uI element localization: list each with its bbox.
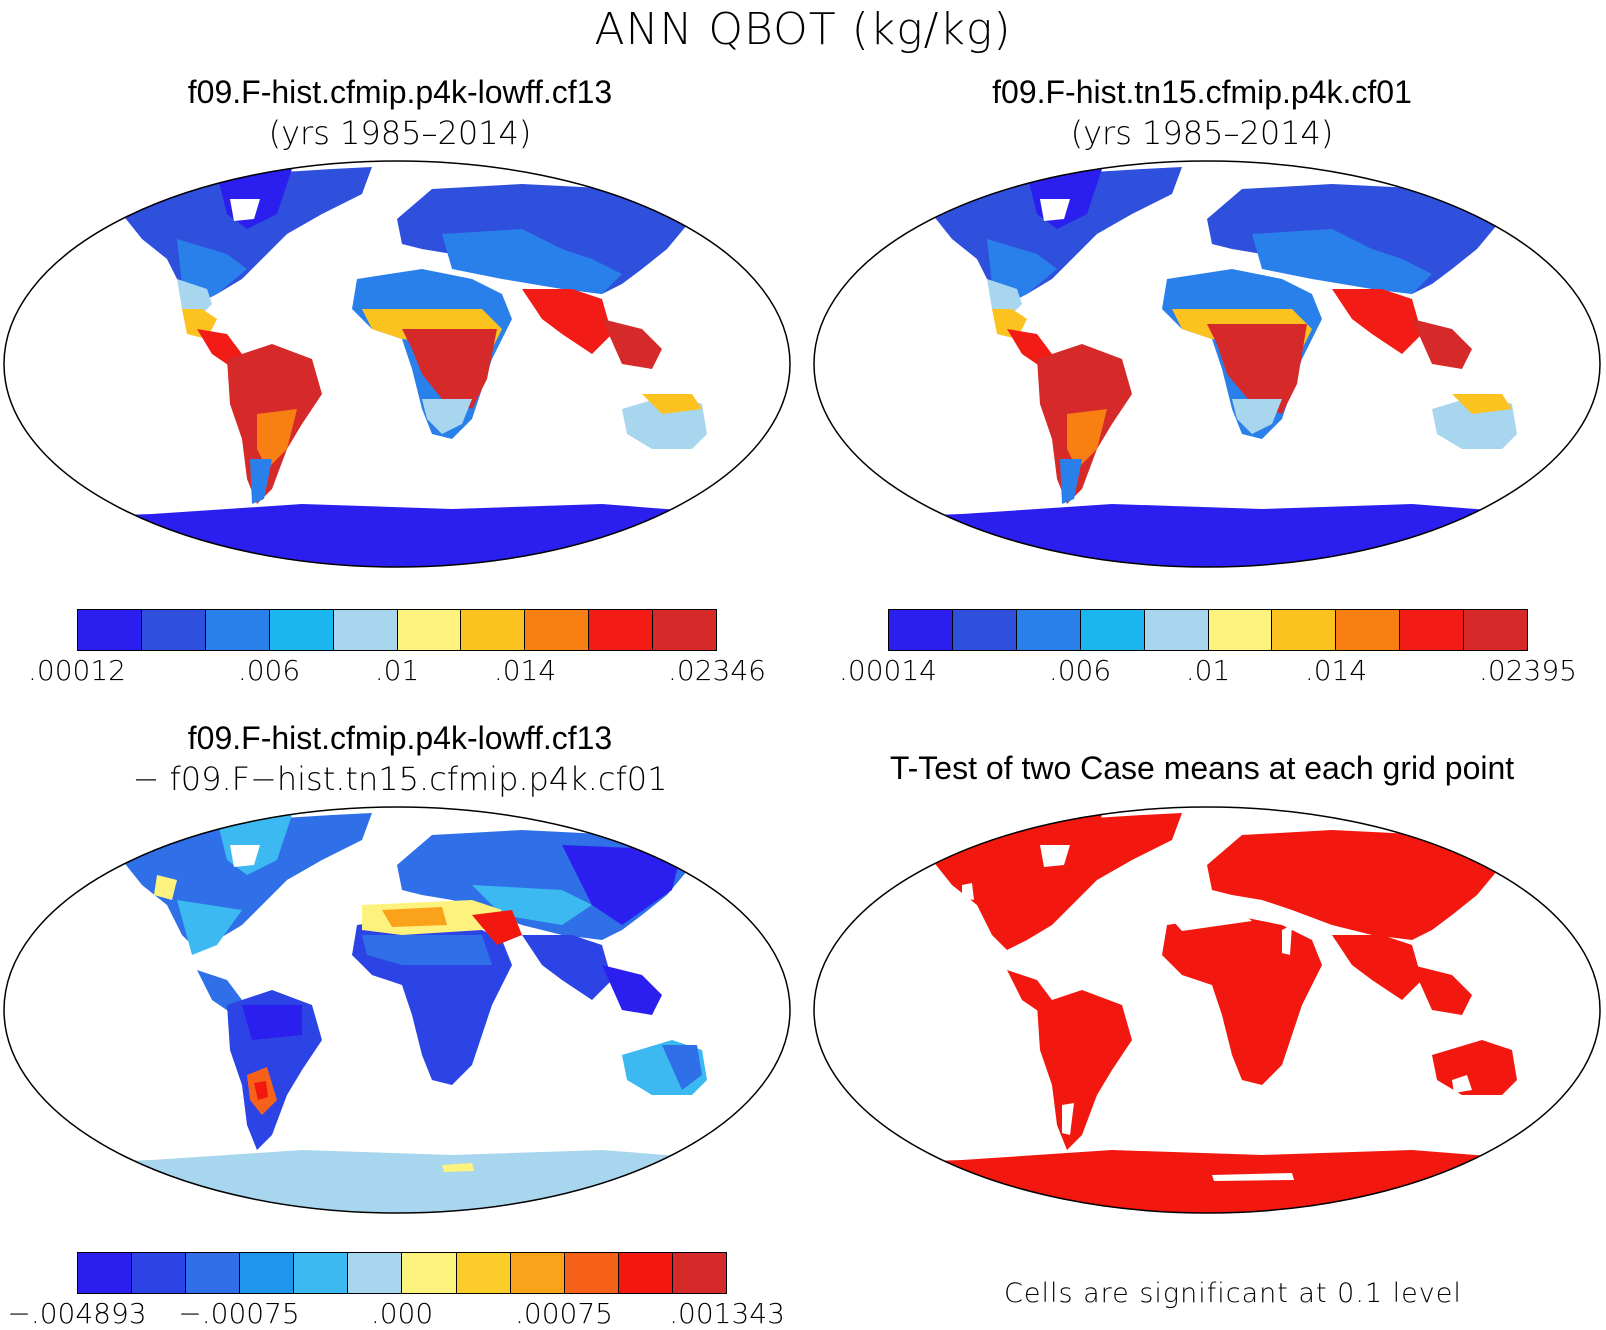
colorbar-1-tick: .00012 <box>28 654 126 687</box>
colorbar-2-tick: .006 <box>1048 654 1112 687</box>
panel-1-subtitle: (yrs 1985–2014) <box>268 114 532 152</box>
colorbar-1-tick: .006 <box>237 654 301 687</box>
colorbar-1-tick: .01 <box>374 654 420 687</box>
colorbar-2-tick: .014 <box>1304 654 1368 687</box>
map-difference <box>3 806 791 1214</box>
colorbar-3-tick: −.00075 <box>178 1297 300 1330</box>
colorbar-case-1 <box>77 609 717 651</box>
map-case-2 <box>813 160 1601 568</box>
colorbar-2-tick: .01 <box>1185 654 1231 687</box>
colorbar-3-tick: .001343 <box>669 1297 785 1330</box>
colorbar-cell <box>952 610 1017 650</box>
map-ttest <box>813 806 1601 1214</box>
colorbar-cell <box>294 1253 349 1293</box>
colorbar-cell <box>402 1253 457 1293</box>
colorbar-cell <box>397 610 462 650</box>
panel-3-subtitle: − f09.F−hist.tn15.cfmip.p4k.cf01 <box>132 760 668 798</box>
colorbar-1-tick: .014 <box>493 654 557 687</box>
panel-2-title: f09.F-hist.tn15.cfmip.p4k.cf01 <box>992 74 1412 110</box>
colorbar-difference <box>77 1252 727 1294</box>
panel-4-title: T-Test of two Case means at each grid po… <box>889 750 1515 786</box>
colorbar-cell <box>348 1253 403 1293</box>
panel-2-subtitle: (yrs 1985–2014) <box>1070 114 1334 152</box>
colorbar-cell <box>205 610 270 650</box>
colorbar-2-tick: .02395 <box>1479 654 1577 687</box>
map-case-1 <box>3 160 791 568</box>
panel-1-title: f09.F-hist.cfmip.p4k-lowff.cf13 <box>187 74 613 110</box>
colorbar-cell <box>1208 610 1273 650</box>
colorbar-cell <box>269 610 334 650</box>
colorbar-case-2 <box>888 609 1528 651</box>
colorbar-cell <box>1464 610 1528 650</box>
colorbar-cell <box>672 1253 726 1293</box>
colorbar-cell <box>461 610 526 650</box>
colorbar-1-tick: .02346 <box>668 654 766 687</box>
colorbar-3-tick: −.004893 <box>7 1297 147 1330</box>
colorbar-cell <box>589 610 654 650</box>
colorbar-cell <box>78 610 142 650</box>
colorbar-cell <box>78 1253 133 1293</box>
figure-title: ANN QBOT (kg/kg) <box>594 4 1012 55</box>
colorbar-cell <box>1016 610 1081 650</box>
colorbar-cell <box>132 1253 187 1293</box>
colorbar-cell <box>525 610 590 650</box>
colorbar-cell <box>889 610 953 650</box>
colorbar-cell <box>1272 610 1337 650</box>
panel-3-title: f09.F-hist.cfmip.p4k-lowff.cf13 <box>187 720 613 756</box>
colorbar-cell <box>333 610 398 650</box>
colorbar-cell <box>510 1253 565 1293</box>
colorbar-cell <box>1080 610 1145 650</box>
colorbar-cell <box>186 1253 241 1293</box>
colorbar-cell <box>1336 610 1401 650</box>
colorbar-3-tick: .000 <box>370 1297 434 1330</box>
colorbar-cell <box>1400 610 1465 650</box>
colorbar-cell <box>564 1253 619 1293</box>
colorbar-cell <box>653 610 717 650</box>
colorbar-cell <box>240 1253 295 1293</box>
colorbar-3-tick: .00075 <box>515 1297 613 1330</box>
colorbar-cell <box>618 1253 673 1293</box>
colorbar-2-tick: .00014 <box>839 654 937 687</box>
colorbar-cell <box>1144 610 1209 650</box>
colorbar-cell <box>141 610 206 650</box>
significance-note: Cells are significant at 0.1 level <box>1004 1278 1462 1309</box>
colorbar-cell <box>456 1253 511 1293</box>
